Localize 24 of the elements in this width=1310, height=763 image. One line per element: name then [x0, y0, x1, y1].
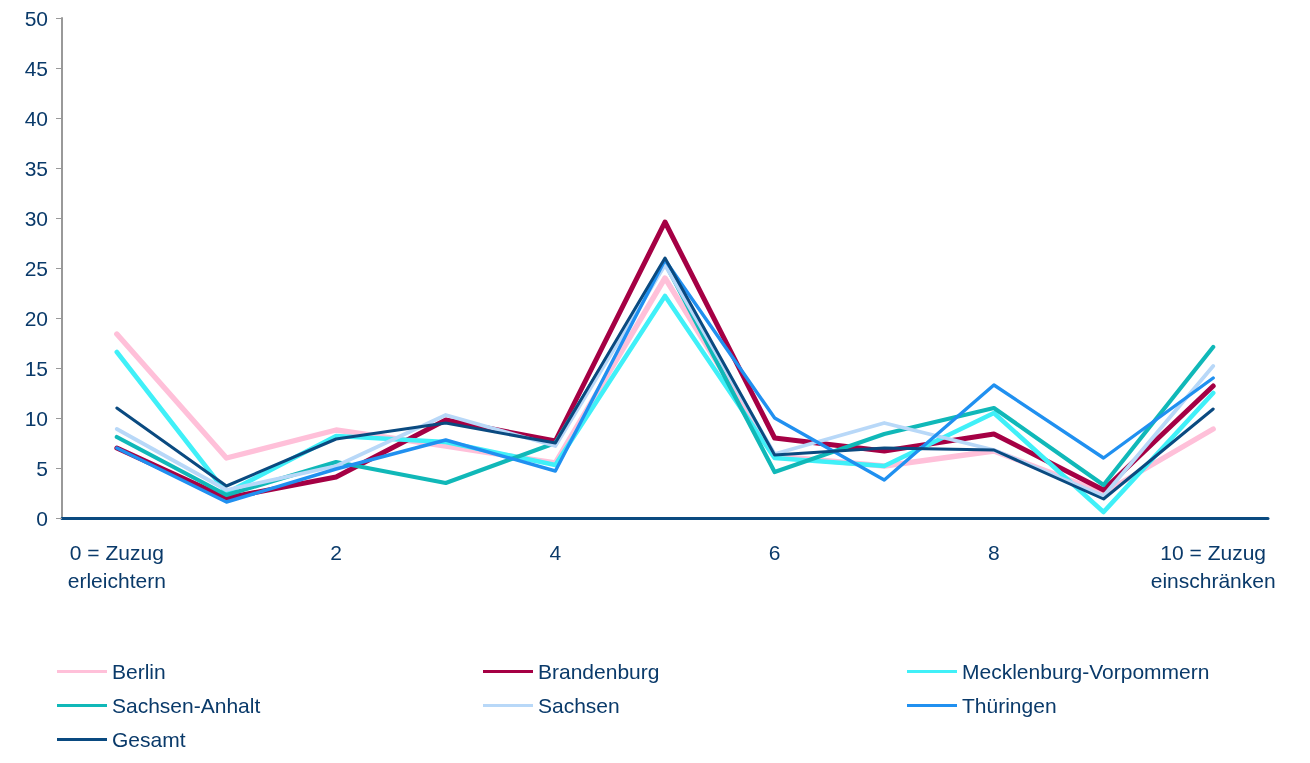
x-tick-label: 6 — [768, 540, 781, 564]
x-tick-label: 0 = Zuzug erleichtern — [67, 540, 166, 592]
y-tick-label: 25 — [24, 256, 48, 280]
y-tick-label: 40 — [24, 106, 48, 130]
legend-label: Gesamt — [112, 728, 186, 751]
legend-label: Mecklenburg-Vorpommern — [962, 660, 1210, 683]
y-tick-label: 50 — [24, 6, 48, 30]
x-tick-label: 10 = Zuzug einschränken — [1150, 540, 1276, 592]
x-tick-label: 2 — [330, 540, 342, 564]
y-tick-label: 30 — [24, 206, 48, 230]
y-tick-label: 45 — [24, 56, 48, 80]
x-tick-label: 8 — [988, 540, 1000, 564]
legend-label: Sachsen-Anhalt — [112, 694, 261, 717]
x-tick-label: 4 — [549, 540, 562, 564]
legend-label: Sachsen — [538, 694, 620, 717]
y-tick-label: 0 — [36, 506, 48, 530]
y-tick-label: 10 — [24, 406, 48, 430]
legend-label: Berlin — [112, 660, 166, 683]
legend-label: Thüringen — [962, 694, 1057, 717]
legend-label: Brandenburg — [538, 660, 660, 683]
y-tick-label: 35 — [24, 156, 48, 180]
y-tick-label: 15 — [24, 356, 48, 380]
y-tick-label: 20 — [24, 306, 48, 330]
y-tick-label: 5 — [36, 456, 48, 480]
